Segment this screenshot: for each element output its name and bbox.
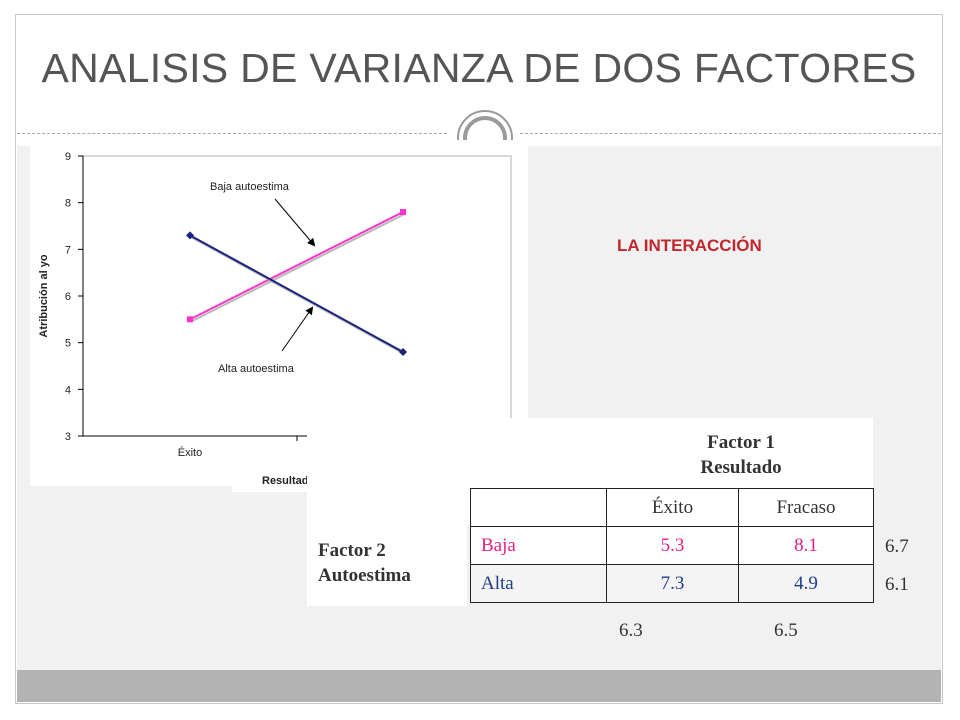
data-point-baja-autoestima [187, 316, 193, 323]
col-header-exito: Éxito [606, 488, 739, 527]
divider-right [520, 133, 941, 134]
series-line-alta-autoestima [189, 234, 404, 353]
series-line-baja-autoestima [189, 211, 404, 321]
series-group [186, 209, 407, 356]
factor1-line2: Resultado [700, 457, 782, 478]
y-tick-label: 3 [65, 431, 71, 443]
x-tick-label: Éxito [178, 446, 202, 459]
y-tick-label: 5 [65, 338, 71, 350]
col-header-fracaso: Fracaso [738, 488, 874, 527]
col-mean-fracaso: 6.5 [774, 620, 798, 641]
y-ticks: 3 4 5 6 7 8 9 [65, 151, 83, 443]
factor2-label: Factor 2 Autoestima [318, 538, 411, 588]
divider-left [17, 133, 447, 134]
y-tick-label: 6 [65, 291, 71, 303]
factor1-line1: Factor 1 [707, 432, 775, 453]
factor1-label: Factor 1 Resultado [656, 430, 826, 480]
slide-title: ANALISIS DE VARIANZA DE DOS FACTORES [41, 45, 917, 91]
table-corner-cell [470, 488, 607, 527]
table-row-alta: Alta 7.3 4.9 [470, 564, 874, 603]
x-axis-label: Resultado [262, 475, 315, 487]
means-table: Éxito Fracaso Baja 5.3 8.1 Alta 7.3 4.9 [470, 488, 874, 603]
row-label-baja: Baja [470, 526, 607, 565]
y-tick-label: 9 [65, 151, 71, 163]
data-point-alta-autoestima [186, 231, 194, 240]
y-tick-label: 7 [65, 244, 71, 256]
table-row-baja: Baja 5.3 8.1 [470, 526, 874, 565]
table-header-row: Éxito Fracaso [470, 488, 874, 527]
factor2-line2: Autoestima [318, 565, 411, 586]
data-point-alta-autoestima [399, 348, 407, 356]
y-tick-label: 4 [65, 384, 71, 396]
annotation-arrow-baja [274, 198, 316, 247]
series-shadow-alta-autoestima [191, 236, 405, 355]
col-mean-exito: 6.3 [619, 620, 643, 641]
factor2-line1: Factor 2 [318, 540, 386, 561]
series-shadow-baja-autoestima [191, 213, 405, 323]
footer-bar [17, 670, 941, 702]
annotation-alta-autoestima: Alta autoestima [218, 363, 295, 375]
section-heading: LA INTERACCIÓN [617, 236, 762, 255]
cell-alta-exito: 7.3 [606, 564, 739, 603]
annotation-arrow-alta [281, 306, 314, 352]
annotation-baja-autoestima: Baja autoestima [210, 181, 290, 193]
ring-ornament [457, 110, 513, 140]
x-axis-label-svg: Resultado [262, 475, 315, 487]
row-label-alta: Alta [470, 564, 607, 603]
y-tick-label: 8 [65, 198, 71, 210]
cell-alta-fracaso: 4.9 [738, 564, 874, 603]
cell-baja-fracaso: 8.1 [738, 526, 874, 565]
row-mean-alta: 6.1 [885, 574, 909, 595]
y-axis-label: Atribución al yo [38, 254, 50, 337]
row-mean-baja: 6.7 [885, 536, 909, 557]
data-point-baja-autoestima [400, 209, 406, 215]
cell-baja-exito: 5.3 [606, 526, 739, 565]
table-background-left [307, 526, 467, 606]
